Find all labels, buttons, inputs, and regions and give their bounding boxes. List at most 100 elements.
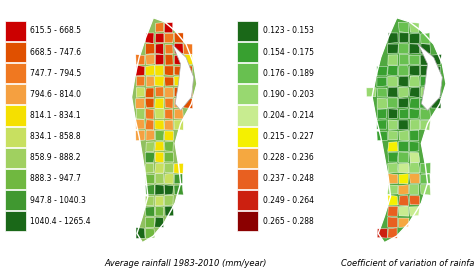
Polygon shape — [388, 228, 397, 238]
Text: 0.237 - 0.248: 0.237 - 0.248 — [263, 175, 313, 183]
Text: 1040.4 - 1265.4: 1040.4 - 1265.4 — [30, 217, 91, 226]
Polygon shape — [164, 33, 174, 43]
Polygon shape — [388, 174, 398, 184]
Polygon shape — [136, 98, 144, 108]
Polygon shape — [378, 88, 387, 97]
Polygon shape — [377, 66, 387, 76]
Polygon shape — [420, 76, 430, 86]
Polygon shape — [409, 44, 419, 54]
Polygon shape — [165, 206, 173, 216]
Text: 0.249 - 0.264: 0.249 - 0.264 — [263, 196, 314, 205]
Polygon shape — [399, 98, 409, 108]
Polygon shape — [174, 55, 183, 65]
Polygon shape — [420, 98, 430, 108]
Polygon shape — [420, 163, 430, 173]
Polygon shape — [399, 206, 409, 216]
Text: Coefficient of variation of rainfall 1983-2010: Coefficient of variation of rainfall 198… — [341, 259, 474, 268]
Polygon shape — [155, 185, 164, 195]
Polygon shape — [388, 65, 398, 76]
Polygon shape — [155, 196, 164, 206]
Text: 0.190 - 0.203: 0.190 - 0.203 — [263, 90, 314, 99]
Polygon shape — [136, 65, 145, 76]
Bar — [237, 148, 258, 168]
Polygon shape — [146, 130, 155, 140]
Polygon shape — [155, 152, 164, 163]
Polygon shape — [388, 142, 398, 152]
Polygon shape — [410, 196, 420, 205]
Text: Average rainfall 1983-2010 (mm/year): Average rainfall 1983-2010 (mm/year) — [104, 259, 267, 268]
Polygon shape — [388, 98, 398, 108]
Text: 834.1 - 858.8: 834.1 - 858.8 — [30, 132, 81, 141]
Polygon shape — [155, 98, 164, 108]
Polygon shape — [146, 55, 155, 65]
Polygon shape — [398, 22, 409, 33]
Polygon shape — [184, 66, 192, 76]
Polygon shape — [164, 185, 173, 195]
Polygon shape — [174, 76, 182, 86]
Polygon shape — [174, 120, 183, 130]
Polygon shape — [377, 109, 387, 119]
Bar — [237, 63, 258, 83]
Bar — [5, 211, 26, 231]
Polygon shape — [136, 119, 144, 129]
Text: 794.6 - 814.0: 794.6 - 814.0 — [30, 90, 82, 99]
Polygon shape — [388, 76, 398, 86]
Polygon shape — [410, 87, 419, 98]
Polygon shape — [372, 18, 446, 243]
Polygon shape — [136, 88, 145, 97]
Polygon shape — [409, 142, 419, 152]
Polygon shape — [146, 44, 155, 54]
Polygon shape — [155, 65, 164, 76]
Polygon shape — [399, 196, 409, 206]
Polygon shape — [399, 185, 409, 194]
Polygon shape — [164, 163, 174, 173]
Polygon shape — [388, 120, 398, 130]
Polygon shape — [131, 18, 197, 243]
Polygon shape — [155, 33, 164, 42]
Bar — [237, 21, 258, 41]
Polygon shape — [410, 174, 420, 183]
Polygon shape — [155, 217, 164, 227]
Polygon shape — [410, 109, 419, 119]
Polygon shape — [388, 87, 398, 97]
Polygon shape — [388, 55, 398, 65]
Polygon shape — [155, 109, 164, 119]
Polygon shape — [145, 33, 154, 43]
Text: 0.228 - 0.236: 0.228 - 0.236 — [263, 153, 313, 162]
Polygon shape — [174, 185, 183, 195]
Polygon shape — [155, 87, 164, 96]
Text: 814.1 - 834.1: 814.1 - 834.1 — [30, 111, 81, 120]
Polygon shape — [399, 130, 409, 141]
Polygon shape — [399, 65, 409, 76]
Bar — [5, 169, 26, 189]
Bar — [237, 190, 258, 210]
Polygon shape — [146, 185, 155, 195]
Polygon shape — [184, 77, 192, 86]
Polygon shape — [388, 163, 398, 173]
Bar — [5, 63, 26, 83]
Polygon shape — [399, 141, 409, 152]
Polygon shape — [184, 55, 193, 65]
Polygon shape — [165, 55, 173, 65]
Text: 0.123 - 0.153: 0.123 - 0.153 — [263, 26, 313, 35]
Text: 0.204 - 0.214: 0.204 - 0.214 — [263, 111, 313, 120]
Polygon shape — [366, 88, 376, 97]
Polygon shape — [146, 163, 154, 173]
Polygon shape — [388, 131, 397, 140]
Polygon shape — [399, 33, 409, 43]
Polygon shape — [155, 23, 164, 32]
Polygon shape — [420, 109, 430, 119]
Polygon shape — [388, 44, 398, 53]
Polygon shape — [174, 163, 183, 173]
Bar — [237, 84, 258, 104]
Polygon shape — [174, 33, 183, 43]
Polygon shape — [172, 44, 194, 110]
Polygon shape — [377, 77, 387, 87]
Bar — [5, 127, 26, 147]
Polygon shape — [399, 76, 408, 87]
Polygon shape — [146, 120, 154, 130]
Text: 0.215 - 0.227: 0.215 - 0.227 — [263, 132, 313, 141]
Polygon shape — [136, 228, 145, 238]
Polygon shape — [409, 207, 419, 216]
Polygon shape — [377, 120, 387, 129]
